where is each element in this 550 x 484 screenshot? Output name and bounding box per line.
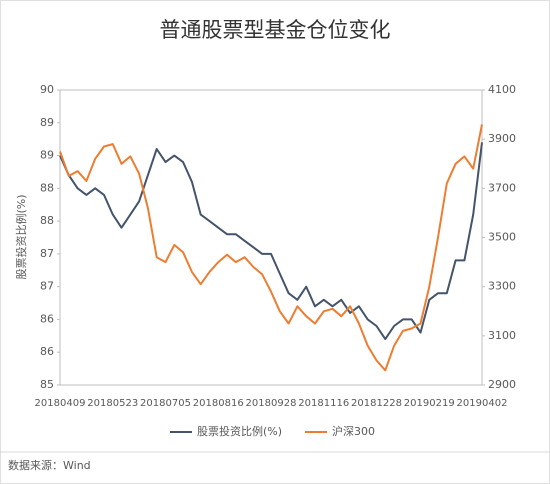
y-tick-label: 89: [40, 149, 54, 162]
chart-title: 普通股票型基金仓位变化: [160, 18, 391, 42]
y-tick-label: 87: [40, 280, 54, 293]
x-tick-label: 20180705: [140, 398, 191, 409]
y-tick-label: 86: [40, 312, 54, 325]
y2-tick-label: 3500: [488, 231, 516, 244]
x-tick-label: 20180816: [193, 398, 244, 409]
y-tick-label: 87: [40, 247, 54, 260]
y-tick-label: 88: [40, 214, 54, 227]
x-tick-label: 20181116: [298, 398, 349, 409]
y2-tick-label: 3100: [488, 329, 516, 342]
y-axis-label: 股票投资比例(%): [14, 194, 28, 279]
y2-tick-label: 3300: [488, 280, 516, 293]
y2-tick-label: 3900: [488, 132, 516, 145]
source: 数据来源：Wind: [8, 458, 91, 472]
x-tick-label: 20180523: [87, 398, 138, 409]
y-tick-label: 89: [40, 116, 54, 129]
x-tick-label: 20180928: [246, 398, 297, 409]
x-tick-label: 20180409: [35, 398, 86, 409]
data-line: [59, 142, 483, 341]
y2-tick-label: 3700: [488, 181, 516, 194]
y2-tick-label: 4100: [488, 83, 516, 96]
y-tick-label: 85: [40, 378, 54, 391]
y2-tick-label: 2900: [488, 378, 516, 391]
x-tick-label: 20190219: [404, 398, 455, 409]
legend-label: 股票投资比例(%): [197, 424, 282, 438]
x-tick-label: 20181228: [351, 398, 402, 409]
y-tick-label: 90: [40, 83, 54, 96]
x-tick-label: 20190402: [457, 398, 508, 409]
legend-label: 沪深300: [332, 424, 375, 438]
y-tick-label: 88: [40, 181, 54, 194]
y-tick-label: 86: [40, 345, 54, 358]
data-line: [59, 124, 483, 372]
